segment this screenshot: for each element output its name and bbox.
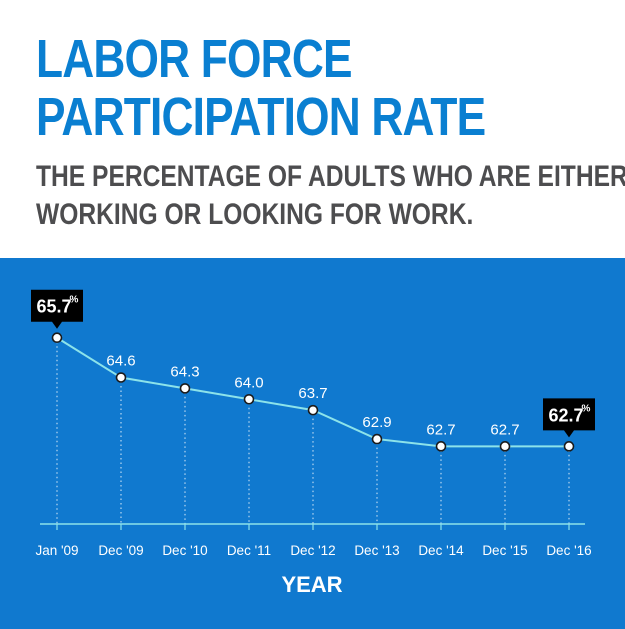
data-point	[435, 441, 447, 452]
data-point	[307, 404, 319, 416]
data-label: 64.6	[106, 353, 135, 370]
data-point	[179, 383, 191, 394]
data-point	[563, 441, 575, 452]
subtitle-line-1: THE PERCENTAGE OF ADULTS WHO ARE EITHER	[36, 160, 625, 193]
chart-panel: 65.7% 64.6 64.3 64.0 63.7 62.9 62.7 62.7 62.7% Ja…	[0, 258, 625, 629]
title-line-2: PARTICIPATION RATE	[36, 87, 486, 147]
data-point	[115, 372, 127, 383]
data-label: 62.7	[548, 405, 583, 425]
line-chart: 65.7% 64.6 64.3 64.0 63.7 62.9 62.7 62.7 62.7% Ja…	[31, 289, 595, 597]
x-tick-label: Dec '10	[162, 543, 207, 558]
subtitle-line-2: WORKING OR LOOKING FOR WORK.	[36, 198, 474, 231]
data-label: 62.7	[426, 421, 455, 438]
x-tick-label: Dec '13	[354, 543, 399, 558]
x-axis-title: YEAR	[281, 572, 342, 597]
data-point	[243, 393, 255, 405]
data-label: 63.7	[298, 385, 327, 402]
data-label: 62.9	[362, 414, 391, 431]
x-tick-label: Jan '09	[35, 543, 78, 558]
data-point	[371, 433, 383, 445]
x-tick-label: Dec '16	[546, 543, 591, 558]
title-line-1: LABOR FORCE	[36, 29, 353, 89]
data-point	[51, 332, 63, 344]
chart-subtitle: THE PERCENTAGE OF ADULTS WHO ARE EITHER …	[36, 158, 625, 234]
callout-box	[31, 289, 83, 329]
x-tick-label: Dec '09	[98, 543, 143, 558]
data-label-percent: %	[582, 403, 591, 414]
x-tick-label: Dec '11	[227, 543, 271, 558]
chart-title: LABOR FORCE PARTICIPATION RATE	[36, 29, 486, 147]
callout-box	[543, 398, 595, 438]
data-label: 64.0	[234, 374, 263, 391]
x-tick-label: Dec '15	[482, 543, 527, 558]
x-tick-label: Dec '14	[418, 543, 464, 558]
data-label: 65.7	[36, 297, 71, 317]
data-label: 62.7	[490, 421, 519, 438]
x-tick-label: Dec '12	[290, 543, 335, 558]
data-label-percent: %	[70, 295, 79, 306]
data-label: 64.3	[170, 363, 199, 380]
data-point	[499, 441, 511, 452]
